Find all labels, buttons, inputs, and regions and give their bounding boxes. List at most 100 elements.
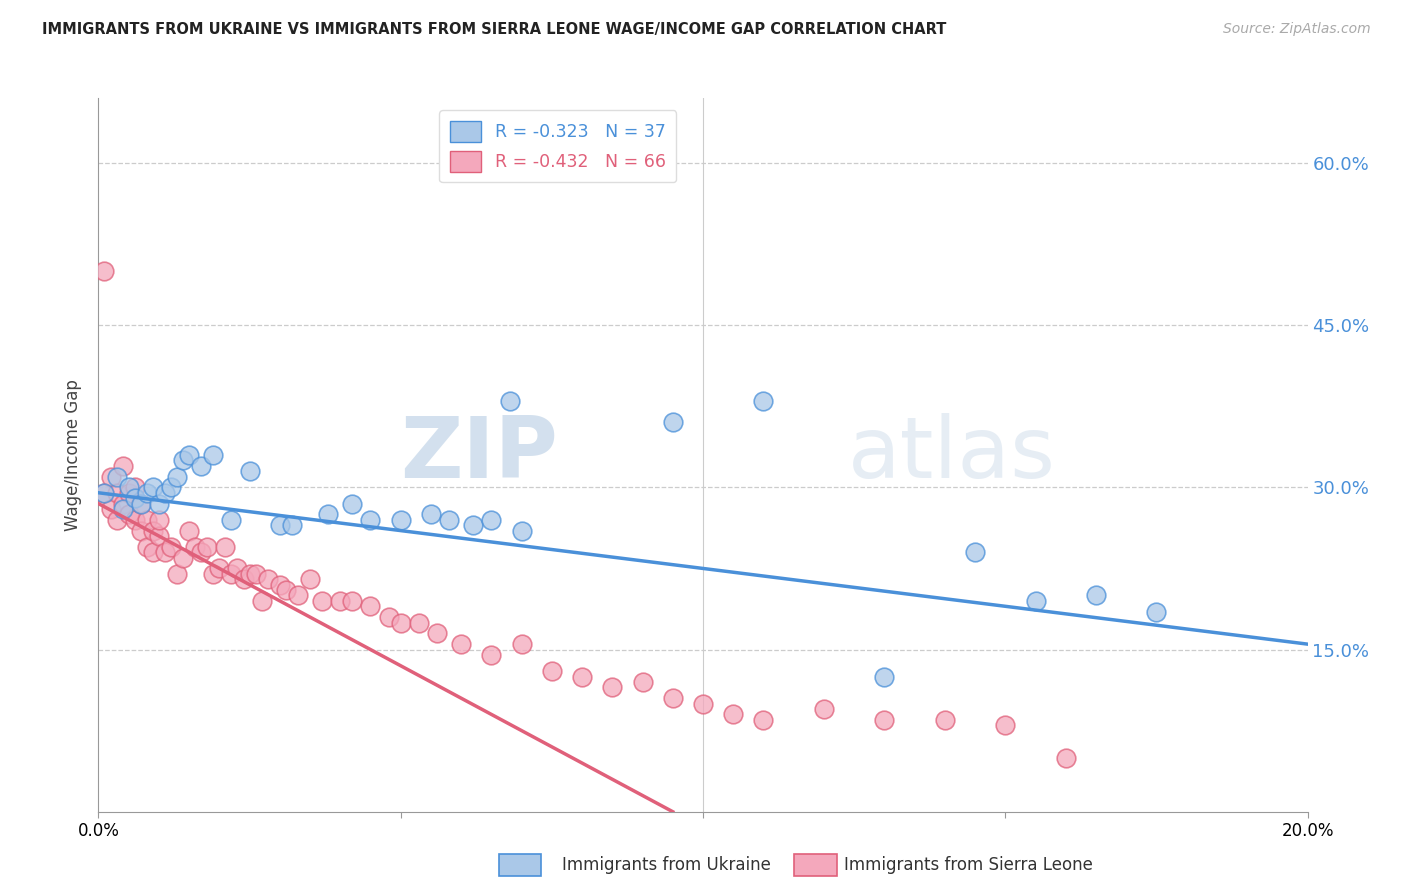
Point [342, 497, 364, 511]
Point [239, 464, 262, 478]
Point [1144, 605, 1167, 619]
Point [166, 469, 188, 483]
Point [250, 594, 273, 608]
Point [160, 540, 183, 554]
Point [129, 524, 152, 538]
Point [540, 664, 562, 678]
Point [965, 545, 987, 559]
Point [124, 513, 146, 527]
Point [129, 497, 152, 511]
Point [723, 707, 745, 722]
Point [105, 513, 128, 527]
Point [360, 513, 382, 527]
Point [100, 502, 122, 516]
Point [148, 513, 170, 527]
Point [389, 513, 412, 527]
Point [124, 480, 146, 494]
Text: IMMIGRANTS FROM UKRAINE VS IMMIGRANTS FROM SIERRA LEONE WAGE/INCOME GAP CORRELAT: IMMIGRANTS FROM UKRAINE VS IMMIGRANTS FR… [42, 22, 946, 37]
Point [481, 513, 503, 527]
Point [1054, 750, 1077, 764]
Point [287, 589, 309, 603]
Point [692, 697, 714, 711]
Point [873, 669, 896, 683]
Point [510, 524, 533, 538]
Point [100, 469, 122, 483]
Point [232, 572, 254, 586]
Point [172, 550, 194, 565]
Point [118, 508, 141, 522]
Point [463, 518, 485, 533]
Point [389, 615, 412, 630]
Point [153, 485, 176, 500]
Point [1024, 594, 1046, 608]
Point [195, 540, 218, 554]
Point [994, 718, 1017, 732]
Point [160, 480, 183, 494]
Point [172, 453, 194, 467]
Point [316, 508, 339, 522]
Point [202, 566, 225, 581]
Point [274, 583, 297, 598]
Point [481, 648, 503, 662]
Point [142, 524, 165, 538]
Y-axis label: Wage/Income Gap: Wage/Income Gap [65, 379, 83, 531]
Point [166, 566, 188, 581]
Point [437, 513, 460, 527]
Point [426, 626, 449, 640]
Point [118, 480, 141, 494]
Point [662, 416, 685, 430]
Point [135, 513, 157, 527]
Point [111, 497, 134, 511]
Point [142, 480, 165, 494]
Point [752, 393, 775, 408]
Point [221, 566, 243, 581]
Point [269, 518, 291, 533]
Point [420, 508, 443, 522]
Point [311, 594, 333, 608]
Text: Source: ZipAtlas.com: Source: ZipAtlas.com [1223, 22, 1371, 37]
Point [281, 518, 304, 533]
Point [93, 264, 115, 278]
Point [111, 502, 134, 516]
Legend: R = -0.323   N = 37, R = -0.432   N = 66: R = -0.323 N = 37, R = -0.432 N = 66 [440, 111, 676, 182]
Point [342, 594, 364, 608]
Point [873, 713, 896, 727]
Point [93, 485, 115, 500]
Point [813, 702, 835, 716]
Point [190, 458, 212, 473]
Point [602, 681, 624, 695]
Point [329, 594, 352, 608]
Point [111, 458, 134, 473]
Point [118, 485, 141, 500]
Point [179, 524, 201, 538]
Point [299, 572, 322, 586]
Point [934, 713, 956, 727]
Point [135, 540, 157, 554]
Point [360, 599, 382, 614]
Point [245, 566, 267, 581]
Point [148, 529, 170, 543]
Point [124, 491, 146, 505]
Point [153, 545, 176, 559]
Point [179, 448, 201, 462]
Text: Immigrants from Ukraine: Immigrants from Ukraine [562, 856, 772, 874]
Point [93, 485, 115, 500]
Point [135, 485, 157, 500]
Point [226, 561, 249, 575]
Point [662, 691, 685, 706]
Point [510, 637, 533, 651]
Point [498, 393, 520, 408]
Point [408, 615, 430, 630]
Point [239, 566, 262, 581]
Point [190, 545, 212, 559]
Point [105, 469, 128, 483]
Point [129, 497, 152, 511]
Point [214, 540, 236, 554]
Text: atlas: atlas [848, 413, 1056, 497]
Point [269, 577, 291, 591]
Text: Immigrants from Sierra Leone: Immigrants from Sierra Leone [844, 856, 1092, 874]
Point [105, 485, 128, 500]
Point [184, 540, 207, 554]
Text: ZIP: ZIP [401, 413, 558, 497]
Point [631, 675, 654, 690]
